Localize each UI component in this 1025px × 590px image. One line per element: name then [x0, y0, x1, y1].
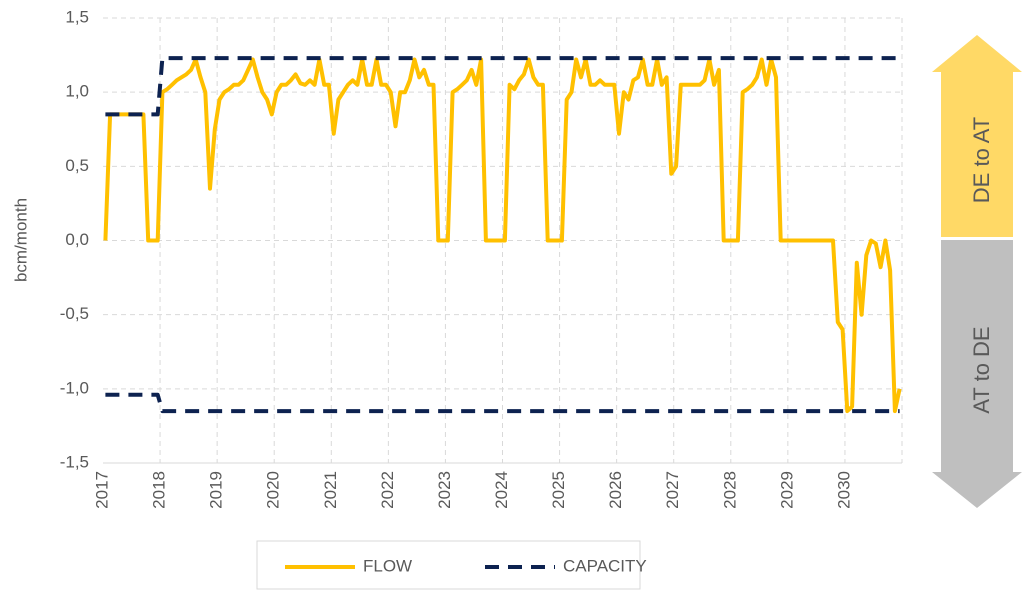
y-tick-label: -1,0	[60, 378, 89, 397]
x-tick-label: 2029	[777, 471, 796, 509]
y-tick-label: 1,5	[65, 7, 89, 26]
legend-label: CAPACITY	[563, 556, 647, 575]
series-line	[105, 392, 900, 414]
direction-arrow	[932, 240, 1022, 508]
x-tick-label: 2017	[92, 471, 111, 509]
x-tick-label: 2028	[720, 471, 739, 509]
series-line	[103, 57, 902, 414]
series-line	[105, 56, 900, 117]
x-tick-label: 2018	[150, 471, 169, 509]
annotation: DE to AT	[969, 117, 994, 203]
annotation: AT to DE	[969, 326, 994, 413]
legend-label: FLOW	[363, 556, 412, 575]
direction-arrow	[932, 35, 1022, 237]
x-tick-label: 2026	[606, 471, 625, 509]
x-tick-label: 2030	[834, 471, 853, 509]
x-tick-label: 2027	[663, 471, 682, 509]
x-tick-label: 2024	[492, 471, 511, 509]
y-tick-label: 0,5	[65, 156, 89, 175]
x-tick-label: 2021	[321, 471, 340, 509]
y-tick-label: 1,0	[65, 82, 89, 101]
y-tick-label: 0,0	[65, 230, 89, 249]
y-axis-label: bcm/month	[11, 198, 30, 282]
x-tick-label: 2020	[264, 471, 283, 509]
x-tick-label: 2019	[207, 471, 226, 509]
y-tick-label: -0,5	[60, 304, 89, 323]
x-tick-label: 2025	[549, 471, 568, 509]
x-tick-label: 2022	[378, 471, 397, 509]
x-tick-label: 2023	[435, 471, 454, 509]
y-tick-label: -1,5	[60, 452, 89, 471]
